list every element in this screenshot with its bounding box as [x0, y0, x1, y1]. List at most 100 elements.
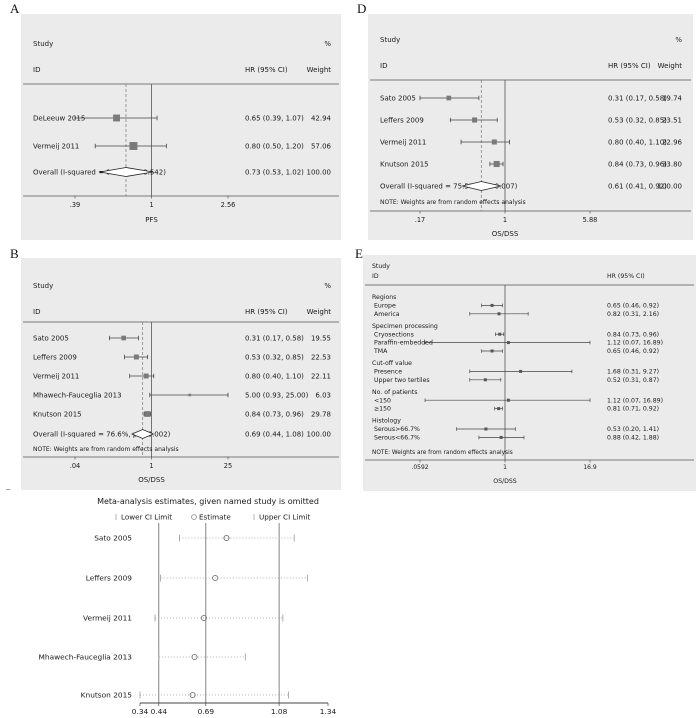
column-header-hr: HR (95% CI)	[245, 308, 288, 316]
weight-value: 29.78	[311, 410, 331, 418]
study-name: DeLeeuw 2015	[33, 114, 85, 122]
forest-plot-a: Study % ID HR (95% CI) Weight DeLeeuw 2015 0.6…	[23, 40, 339, 224]
weight-value: 19.74	[662, 94, 683, 102]
estimate-marker	[191, 653, 198, 661]
effect-marker	[133, 354, 139, 360]
effect-marker	[472, 117, 478, 123]
axis-tick-label: .04	[70, 462, 81, 470]
effect-marker	[483, 378, 487, 382]
weight-value: 33.80	[662, 160, 682, 168]
axis-tick-label: 5.88	[583, 216, 598, 224]
column-header-hr: HR (95% CI)	[608, 62, 651, 70]
subgroup-study-name: Cryosections	[374, 331, 414, 338]
overall-hr-value: 0.61 (0.41, 0.92)	[608, 182, 667, 190]
estimate-marker	[189, 691, 196, 699]
overall-label: Overall (I-squared = 76.6%, p = 0.002)	[33, 430, 171, 438]
subgroup-study-name: Serous>66.7%	[374, 426, 420, 433]
axis-title: OS/DSS	[493, 478, 517, 485]
effect-marker	[498, 332, 502, 336]
effect-marker	[490, 349, 494, 353]
forest-plot-e: Study ID HR (95% CI) Regions Europe 0.65 (0.4…	[365, 263, 694, 485]
hr-ci-value: 0.88 (0.42, 1.88)	[607, 435, 659, 442]
column-header-id: ID	[380, 62, 387, 70]
subgroup-header: Specimen processing	[372, 323, 438, 330]
overall-weight-value: 100.00	[658, 182, 683, 190]
effect-marker	[129, 142, 138, 150]
hr-ci-value: 0.65 (0.46, 0.92)	[607, 303, 659, 310]
legend-label: Upper CI Limit	[259, 513, 310, 522]
subgroup-study-name: Paraffin-embedded	[374, 340, 433, 347]
omitted-study-name: Leffers 2009	[86, 574, 133, 583]
hr-ci-value: 1.68 (0.31, 9.27)	[607, 369, 659, 376]
overall-label: Overall (I-squared = 0.0%, p = 0.542)	[33, 168, 166, 176]
effect-marker	[144, 411, 151, 417]
estimate-marker	[223, 534, 230, 542]
subgroup-study-name: America	[374, 311, 400, 318]
axis-tick-label: 0.44	[151, 707, 168, 716]
effect-marker	[491, 139, 497, 145]
column-header-id: ID	[33, 308, 40, 316]
subgroup-header: No. of patients	[372, 389, 417, 396]
axis-tick-label: 1	[149, 462, 153, 470]
axis-tick-label: 1.34	[320, 707, 337, 716]
subgroup-header: Regions	[372, 294, 396, 301]
axis-tick-label: 25	[224, 462, 232, 470]
subgroup-header: Histology	[372, 418, 401, 425]
weight-value: 6.03	[315, 391, 331, 399]
axis-tick-label: .17	[415, 216, 426, 224]
weight-value: 23.51	[662, 116, 682, 124]
effect-marker	[446, 95, 452, 101]
legend-label: Lower CI Limit	[121, 513, 172, 522]
hr-ci-value: 0.84 (0.73, 0.96)	[608, 160, 667, 168]
effect-marker	[490, 303, 494, 307]
column-header-id: ID	[372, 273, 379, 280]
effect-marker	[497, 312, 501, 316]
effect-marker	[188, 393, 192, 397]
legend-circle-marker	[191, 514, 197, 520]
study-name: Knutson 2015	[33, 410, 82, 418]
effect-marker	[519, 369, 523, 373]
column-header-percent: %	[675, 36, 682, 44]
effect-marker	[121, 335, 126, 341]
panel-label-e: E	[355, 246, 363, 261]
effect-marker	[484, 427, 488, 431]
hr-ci-value: 0.65 (0.46, 0.92)	[607, 348, 659, 355]
subgroup-study-name: <150	[374, 397, 391, 404]
column-header-weight: Weight	[307, 66, 332, 74]
panel-label-d: D	[357, 1, 367, 16]
overall-diamond	[130, 429, 155, 439]
column-header-percent: %	[324, 282, 331, 290]
random-effects-note: NOTE: Weights are from random effects an…	[33, 446, 179, 453]
weight-value: 42.94	[311, 114, 332, 122]
effect-marker	[499, 435, 503, 439]
axis-tick-label: 0.34	[132, 707, 149, 716]
effect-marker	[143, 373, 149, 379]
subgroup-study-name: ≥150	[374, 406, 391, 413]
plot-title: Meta-analysis estimates, given named stu…	[97, 497, 319, 506]
subgroup-study-name: TMA	[373, 348, 388, 355]
hr-ci-value: 1.12 (0.07, 16.89)	[607, 397, 663, 404]
omitted-study-name: Knutson 2015	[81, 691, 133, 700]
study-name: Sato 2005	[33, 334, 69, 342]
overall-diamond	[462, 181, 502, 191]
hr-ci-value: 0.84 (0.73, 0.96)	[245, 410, 304, 418]
effect-marker	[493, 160, 500, 168]
column-header-percent: %	[324, 40, 331, 48]
omitted-study-name: Mhawech-Fauceglia 2013	[39, 653, 133, 662]
overall-label: Overall (I-squared = 75.5%, p = 0.007)	[380, 182, 518, 190]
column-header-study: Study	[33, 282, 53, 290]
study-name: Mhawech-Fauceglia 2013	[33, 391, 122, 399]
estimate-marker	[200, 614, 207, 622]
hr-ci-value: 0.80 (0.40, 1.10)	[245, 372, 304, 380]
weight-value: 19.55	[311, 334, 331, 342]
axis-title: OS/DSS	[138, 476, 165, 484]
study-name: Vermeij 2011	[33, 372, 79, 380]
legend-label: Estimate	[199, 513, 231, 522]
axis-tick-label: 1	[503, 464, 507, 471]
panel-label-b: B	[10, 246, 19, 261]
column-header-hr: HR (95% CI)	[245, 66, 288, 74]
panel-c-influence-plot: Meta-analysis estimates, given named stu…	[0, 490, 345, 718]
hr-ci-value: 0.53 (0.32, 0.85)	[608, 116, 667, 124]
axis-title: OS/DSS	[492, 230, 519, 238]
